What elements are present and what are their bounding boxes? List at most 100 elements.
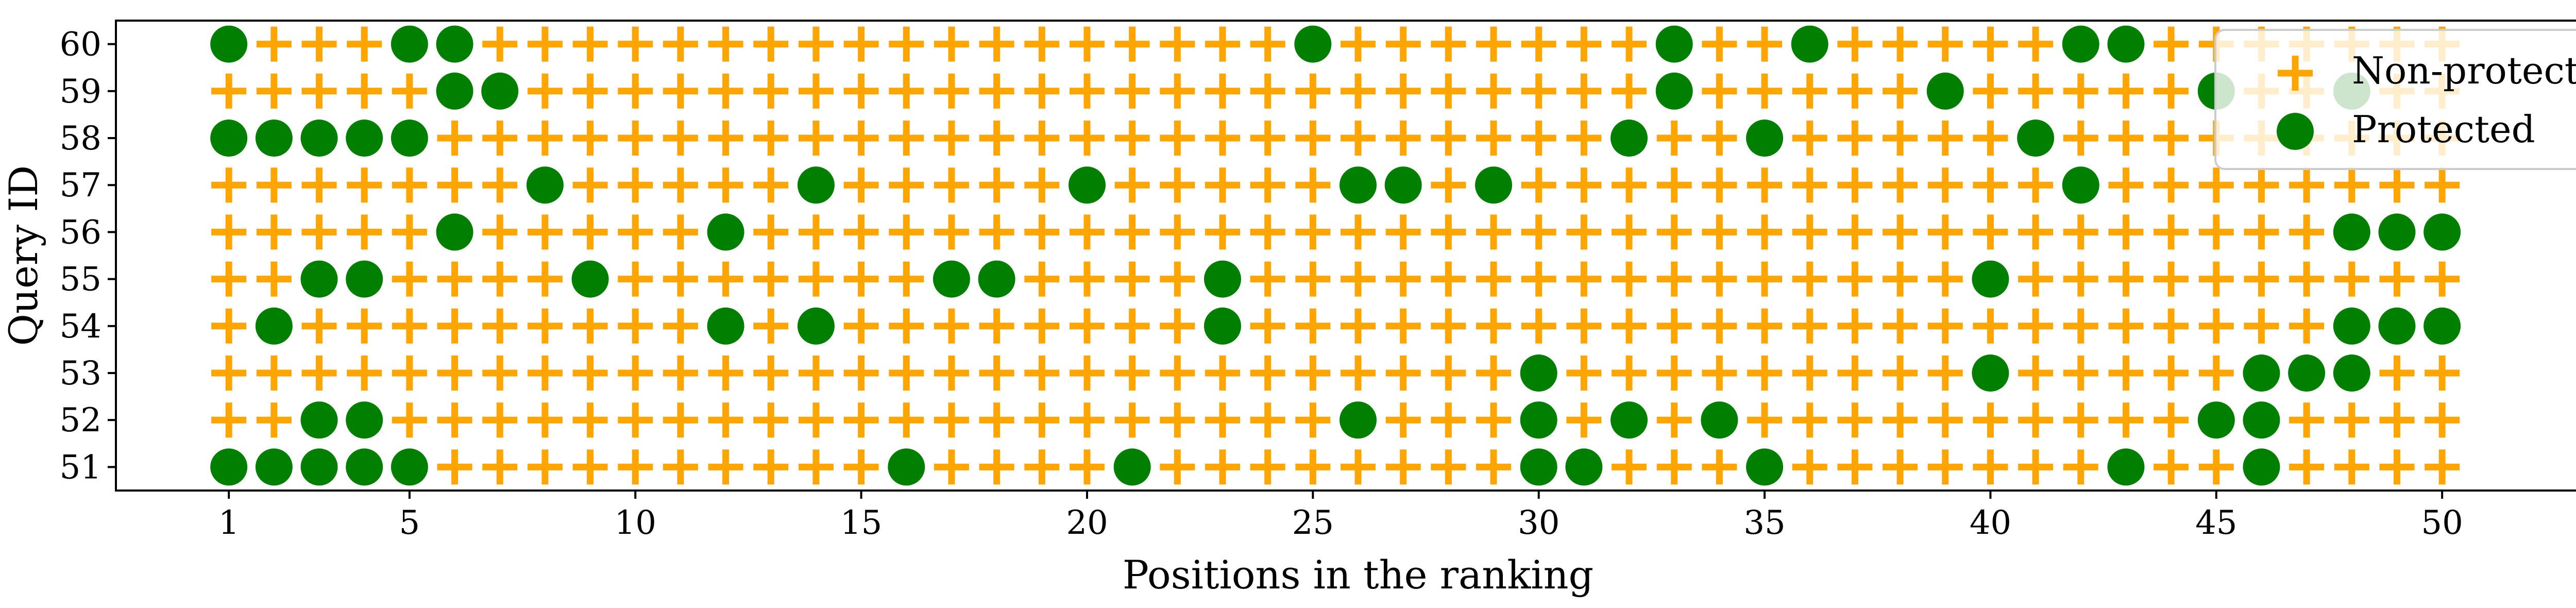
protected-point [436,72,473,110]
non-protected-point [979,449,1014,485]
non-protected-point [1250,449,1285,485]
protected-point [2107,25,2145,63]
non-protected-point [1385,26,1421,62]
non-protected-point [1160,26,1195,62]
protected-point [1384,166,1422,204]
y-tick-label: 56 [60,213,101,251]
non-protected-point [1069,356,1105,391]
non-protected-point [1883,356,1918,391]
protected-point [2243,448,2280,486]
non-protected-point [979,356,1014,391]
non-protected-point [256,214,292,250]
non-protected-point [618,356,653,391]
non-protected-point [437,261,472,297]
non-protected-point [889,121,924,156]
protected-point [346,448,383,486]
protected-point [2378,213,2416,251]
x-tick-label: 15 [840,504,882,542]
non-protected-point [708,73,743,109]
protected-point [2243,401,2280,439]
non-protected-point [527,26,563,62]
protected-point [2333,354,2370,392]
protected-point [1113,448,1151,486]
non-protected-point [1927,402,1963,438]
non-protected-point [1973,308,2008,344]
non-protected-point [2244,308,2279,344]
non-protected-point [1837,402,1873,438]
non-protected-point [392,308,427,344]
x-tick-label: 1 [218,504,240,542]
protected-point [300,120,338,157]
non-protected-point [2018,167,2054,203]
non-protected-point [1385,449,1421,485]
protected-point [255,120,293,157]
non-protected-point [1612,214,1647,250]
non-protected-point [2154,167,2189,203]
non-protected-point [256,73,292,109]
non-protected-point [663,121,698,156]
non-protected-point [1341,214,1376,250]
non-protected-point [2425,261,2460,297]
non-protected-point [2244,214,2279,250]
non-protected-point [843,402,879,438]
non-protected-point [437,449,472,485]
non-protected-point [618,167,653,203]
non-protected-point [663,26,698,62]
non-protected-point [1656,261,1692,297]
non-protected-point [2108,167,2144,203]
non-protected-point [1973,214,2008,250]
non-protected-point [663,356,698,391]
y-tick-label: 59 [60,73,101,111]
non-protected-point [618,449,653,485]
y-axis: 51 52 53 54 55 56 57 58 59 60 [60,26,116,486]
non-protected-point [2289,402,2325,438]
non-protected-point [1341,449,1376,485]
non-protected-point [256,26,292,62]
non-protected-point [1024,356,1060,391]
non-protected-point [2198,167,2234,203]
chart-marks [210,25,2461,486]
non-protected-point [1341,26,1376,62]
protected-point [391,25,428,63]
non-protected-point [1837,449,1873,485]
non-protected-point [437,356,472,391]
non-protected-point [1656,308,1692,344]
protected-point [300,448,338,486]
non-protected-point [1702,308,1737,344]
non-protected-point [1114,167,1150,203]
non-protected-point [572,308,608,344]
protected-point [1972,354,2009,392]
non-protected-point [482,402,518,438]
non-protected-point [2154,261,2189,297]
non-protected-point [2289,214,2325,250]
x-tick-label: 50 [2421,504,2463,542]
non-protected-point [1612,261,1647,297]
protected-point [346,401,383,439]
non-protected-point [2289,261,2325,297]
non-protected-point [843,308,879,344]
non-protected-point [1205,26,1240,62]
protected-point [978,260,1015,298]
non-protected-point [1295,261,1331,297]
non-protected-point [572,121,608,156]
non-protected-point [1656,449,1692,485]
non-protected-point [1385,261,1421,297]
non-protected-point [1702,449,1737,485]
protected-point [255,448,293,486]
non-protected-point [2425,356,2460,391]
non-protected-point [1160,167,1195,203]
protected-point [571,260,609,298]
non-protected-point [482,121,518,156]
non-protected-point [2108,73,2144,109]
non-protected-point [1069,402,1105,438]
non-protected-point [482,214,518,250]
non-protected-point [1024,167,1060,203]
non-protected-point [1521,73,1556,109]
non-protected-point [708,402,743,438]
non-protected-point [753,26,789,62]
non-protected-point [572,356,608,391]
x-tick-label: 20 [1066,504,1108,542]
non-protected-point [1566,26,1602,62]
non-protected-point [1883,449,1918,485]
protected-point [1475,166,1513,204]
